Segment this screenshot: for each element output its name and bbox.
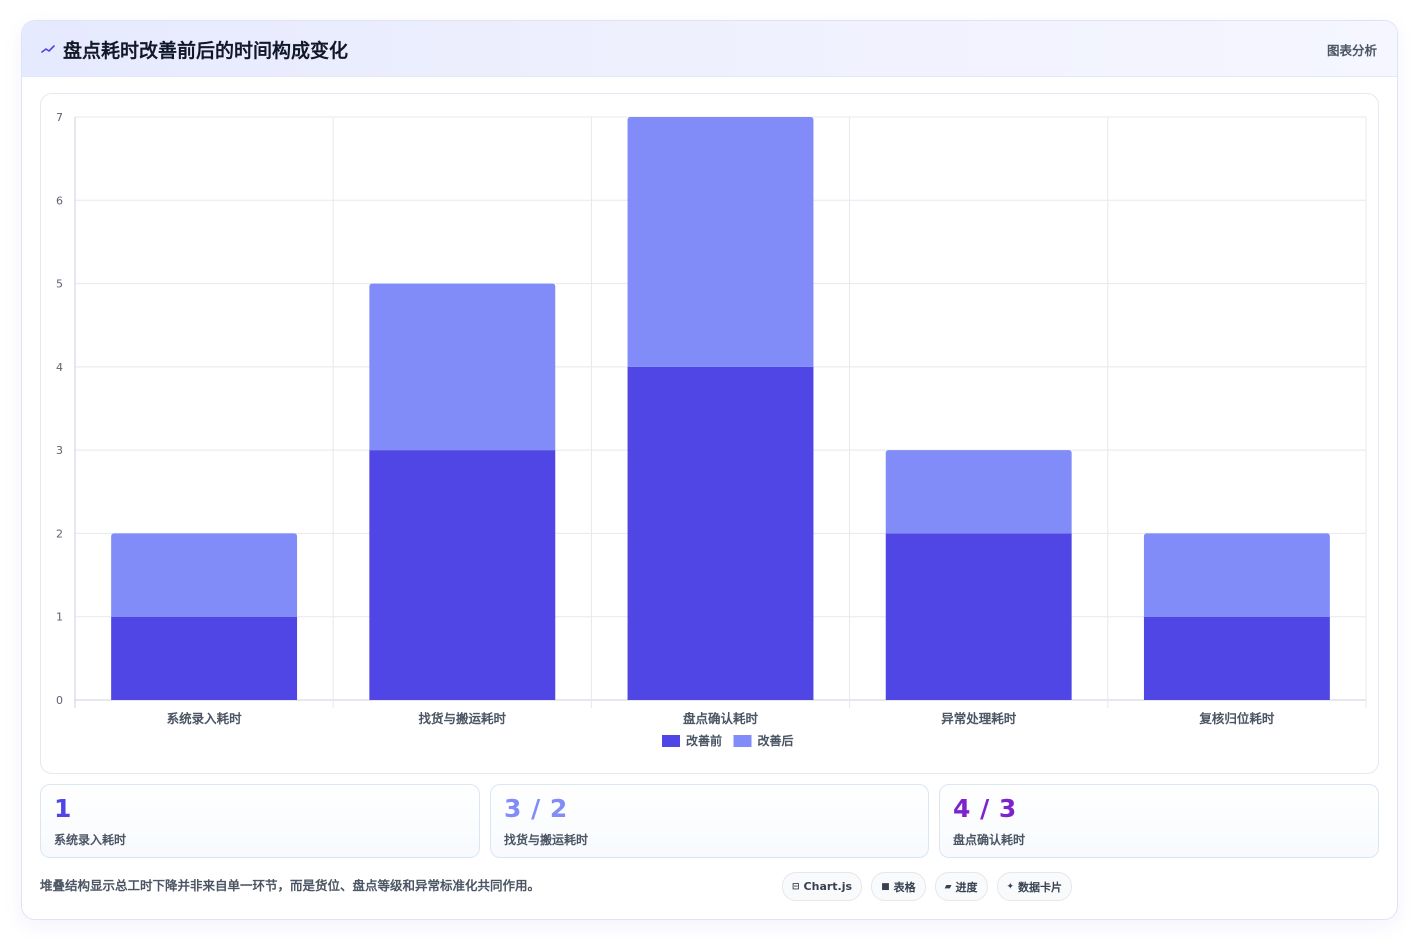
bar-segment bbox=[369, 283, 556, 451]
chip-chartjs[interactable]: ⊟ Chart.js bbox=[782, 872, 863, 901]
y-tick-label: 5 bbox=[56, 278, 63, 291]
chip-label: 进度 bbox=[955, 880, 978, 894]
trend-line-icon bbox=[41, 45, 55, 53]
stacked-bar-chart: 0 1 2 3 4 5 6 7 系统录入耗时 找货与搬运耗时 盘点确认耗时 异常处理耗时 复核归位耗时改… bbox=[56, 111, 1367, 748]
stat-value: 4 / 3 bbox=[953, 794, 1017, 823]
stat-card-picking: 3 / 2 找货与搬运耗时 bbox=[490, 784, 929, 858]
tech-chips: ⊟ Chart.js ■ 表格 ▰ 进度 ✦ 数据卡片 bbox=[782, 872, 1073, 901]
x-tick-label: 找货与搬运耗时 bbox=[419, 711, 507, 726]
chart-card: 盘点耗时改善前后的时间构成变化 图表分析 0 1 2 3 4 5 6 7 系统录入耗时 找货与搬运… bbox=[21, 20, 1398, 920]
legend-label: 改善后 bbox=[758, 733, 794, 748]
stat-label: 找货与搬运耗时 bbox=[504, 833, 589, 847]
page-title: 盘点耗时改善前后的时间构成变化 bbox=[63, 40, 349, 62]
chart-icon: ⊟ bbox=[792, 881, 800, 892]
bar-segment bbox=[885, 450, 1072, 534]
y-tick-label: 6 bbox=[56, 194, 63, 207]
y-tick-label: 1 bbox=[56, 611, 63, 624]
stat-label: 系统录入耗时 bbox=[54, 833, 127, 847]
bar-segment bbox=[369, 450, 556, 700]
stat-value: 1 bbox=[54, 794, 72, 823]
x-tick-label: 复核归位耗时 bbox=[1198, 711, 1275, 726]
chip-progress[interactable]: ▰ 进度 bbox=[934, 872, 988, 901]
chip-label: 数据卡片 bbox=[1018, 880, 1063, 894]
stat-card-system-entry: 1 系统录入耗时 bbox=[40, 784, 480, 858]
y-tick-label: 2 bbox=[56, 527, 63, 540]
bar-segment bbox=[111, 616, 298, 700]
x-tick-label: 系统录入耗时 bbox=[167, 711, 243, 726]
y-tick-label: 7 bbox=[56, 111, 63, 124]
x-tick-label: 异常处理耗时 bbox=[941, 711, 1017, 726]
bar-segment bbox=[627, 366, 814, 700]
stat-label: 盘点确认耗时 bbox=[953, 833, 1026, 847]
table-icon: ■ bbox=[881, 881, 890, 892]
legend-swatch bbox=[733, 735, 752, 747]
bar-segment bbox=[627, 117, 814, 367]
chip-table[interactable]: ■ 表格 bbox=[871, 872, 926, 901]
stat-value: 3 / 2 bbox=[504, 794, 568, 823]
chip-label: 表格 bbox=[893, 880, 916, 894]
bar-segment bbox=[1143, 533, 1330, 617]
bar-segment bbox=[111, 533, 298, 617]
y-tick-label: 3 bbox=[56, 444, 63, 457]
sparkle-icon: ✦ bbox=[1006, 881, 1015, 892]
bar-segment bbox=[1143, 616, 1330, 700]
footer-note: 堆叠结构显示总工时下降并非来自单一环节，而是货位、盘点等级和异常标准化共同作用。 bbox=[40, 878, 541, 893]
stat-card-confirmation: 4 / 3 盘点确认耗时 bbox=[939, 784, 1379, 858]
chart-area: 0 1 2 3 4 5 6 7 系统录入耗时 找货与搬运耗时 盘点确认耗时 异常处理耗时 复核归位耗时改… bbox=[40, 93, 1379, 774]
legend-swatch bbox=[662, 735, 680, 747]
bar-segment bbox=[885, 533, 1072, 700]
chip-label: Chart.js bbox=[803, 880, 853, 893]
chart-analysis-tag: 图表分析 bbox=[1326, 43, 1377, 58]
legend-label: 改善前 bbox=[686, 733, 722, 748]
card-header: 盘点耗时改善前后的时间构成变化 图表分析 bbox=[22, 21, 1397, 77]
y-tick-label: 0 bbox=[56, 694, 63, 707]
y-tick-label: 4 bbox=[56, 361, 63, 374]
chip-data-card[interactable]: ✦ 数据卡片 bbox=[996, 872, 1073, 901]
x-tick-label: 盘点确认耗时 bbox=[683, 711, 759, 726]
progress-icon: ▰ bbox=[944, 881, 952, 892]
